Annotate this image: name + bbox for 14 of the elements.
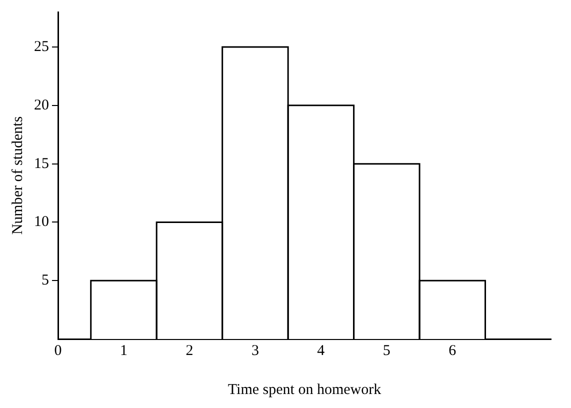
- y-tick-label: 25: [34, 38, 49, 55]
- y-tick-label: 15: [34, 156, 49, 172]
- y-tick-label: 20: [34, 97, 49, 114]
- x-tick-label: 0: [54, 342, 62, 359]
- y-tick-label: 5: [42, 272, 49, 289]
- x-tick-label: 5: [382, 342, 390, 359]
- x-axis-title: Time spent on homework: [228, 382, 382, 398]
- x-tick-label: 3: [251, 342, 259, 359]
- x-tick-label: 2: [186, 342, 194, 359]
- x-tick-label: 4: [317, 342, 326, 359]
- y-tick-label: 10: [34, 214, 49, 230]
- y-axis-title: Number of students: [10, 116, 26, 235]
- x-tick-label: 6: [448, 342, 457, 359]
- x-tick-label: 1: [120, 342, 128, 359]
